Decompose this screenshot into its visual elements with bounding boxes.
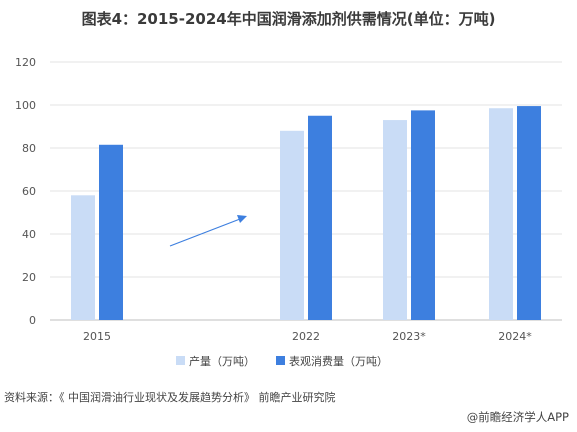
y-tick-label: 100 (15, 99, 36, 112)
bars (71, 106, 541, 320)
bar-consumption (99, 144, 123, 320)
legend-swatch (176, 356, 185, 365)
legend-swatch (276, 356, 285, 365)
y-tick-label: 0 (29, 314, 36, 327)
bar-production (280, 130, 304, 320)
x-axis-ticks: 2015 2022 2023* 2024* (83, 330, 532, 343)
x-tick-label: 2023* (392, 330, 426, 343)
y-tick-label: 20 (22, 271, 36, 284)
y-tick-label: 40 (22, 228, 36, 241)
trend-arrow-head (237, 215, 247, 223)
y-tick-label: 80 (22, 142, 36, 155)
trend-arrow (169, 215, 247, 247)
chart-title: 图表4：2015-2024年中国润滑添加剂供需情况(单位：万吨) (81, 10, 496, 28)
x-tick-label: 2015 (83, 330, 111, 343)
x-tick-label: 2024* (498, 330, 532, 343)
brand-watermark: @前瞻经济学人APP (466, 410, 569, 424)
legend: 产量（万吨） 表观消费量（万吨） (176, 354, 388, 368)
y-tick-label: 60 (22, 185, 36, 198)
y-axis-ticks: 0 20 40 60 80 100 120 (15, 56, 36, 327)
bar-chart: 0 20 40 60 80 100 120 2015 2022 2023* 2024* 产量（万吨… (15, 56, 562, 368)
legend-label: 产量（万吨） (189, 354, 255, 368)
trend-arrow-line (169, 218, 241, 247)
bar-production (71, 195, 95, 320)
bar-production (489, 108, 513, 320)
legend-label: 表观消费量（万吨） (289, 354, 388, 368)
bar-consumption (308, 115, 332, 320)
bar-consumption (517, 106, 541, 320)
bar-production (383, 120, 407, 320)
x-tick-label: 2022 (292, 330, 320, 343)
y-tick-label: 120 (15, 56, 36, 69)
bar-consumption (411, 110, 435, 320)
source-note: 资料来源：《 中国润滑油行业现状及发展趋势分析》 前瞻产业研究院 (4, 391, 336, 404)
grid-lines (50, 61, 562, 321)
